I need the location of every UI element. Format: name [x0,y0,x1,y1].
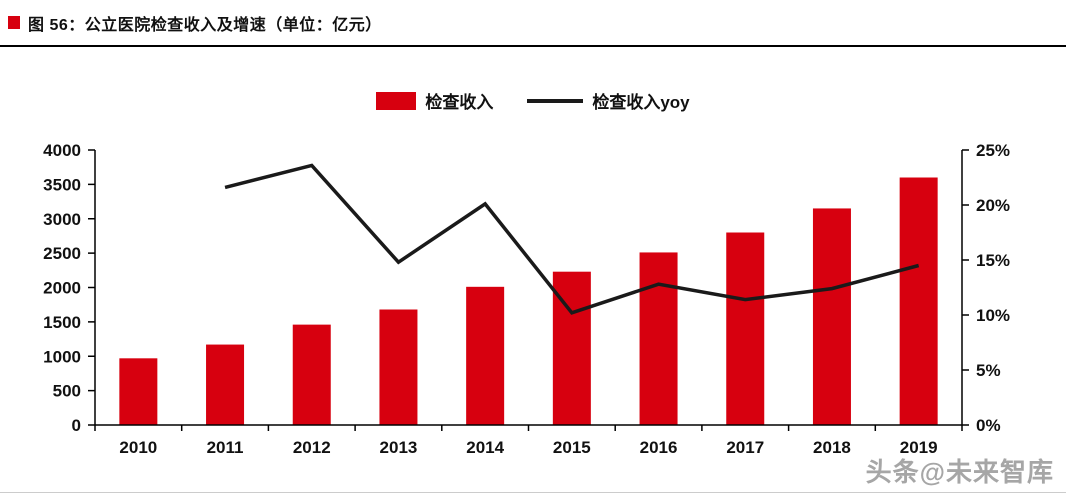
bar-2014 [466,286,505,425]
x-axis-category-label: 2019 [900,438,938,457]
x-axis-category-label: 2017 [726,438,764,457]
left-axis-tick-label: 2500 [43,244,81,263]
right-axis-tick-label: 15% [976,251,1010,270]
legend-item-line-series: 检查收入yoy [527,88,690,113]
watermark-text: 头条@未来智库 [865,457,1054,487]
line-series-label: 检查收入yoy [592,93,690,112]
bar-2018 [812,208,851,425]
figure-header: 图 56：公立医院检查收入及增速（单位：亿元） [0,0,1066,47]
right-axis-tick-label: 5% [976,361,1001,380]
x-axis-category-label: 2014 [466,438,504,457]
bar-2011 [206,344,245,425]
x-axis-category-label: 2012 [293,438,331,457]
right-axis-tick-label: 10% [976,306,1010,325]
right-axis-tick-label: 20% [976,196,1010,215]
bar-2019 [899,177,938,425]
bar-2017 [726,232,765,425]
left-axis-tick-label: 1000 [43,347,81,366]
x-axis-category-label: 2016 [640,438,678,457]
chart-legend: 检查收入 检查收入yoy [0,88,1066,113]
x-axis-category-label: 2015 [553,438,591,457]
x-axis-category-label: 2010 [119,438,157,457]
line-series-swatch [527,98,584,103]
left-axis-tick-label: 1500 [43,313,81,332]
right-axis-tick-label: 0% [976,416,1001,435]
x-axis-category-label: 2011 [207,438,244,457]
bar-2013 [379,309,418,425]
yoy-line [224,163,920,315]
title-bullet-marker [8,16,20,29]
right-axis-tick-label: 25% [976,141,1010,160]
bar-2016 [639,252,678,425]
figure-title: 图 56：公立医院检查收入及增速（单位：亿元） [28,16,382,34]
x-axis-category-label: 2018 [813,438,851,457]
left-axis-tick-label: 2000 [43,279,81,298]
left-axis-tick-label: 4000 [43,141,81,160]
bar-series-swatch [376,91,417,110]
bar-series-label: 检查收入 [425,93,494,112]
legend-item-bar-series: 检查收入 [376,88,493,113]
left-axis-tick-label: 500 [53,382,81,401]
left-axis-tick-label: 0 [72,416,81,435]
x-axis-category-label: 2013 [380,438,418,457]
left-axis-tick-label: 3500 [43,175,81,194]
left-axis-tick-label: 3000 [43,210,81,229]
bar-2010 [119,358,158,425]
bottom-divider [0,492,1066,493]
bar-2012 [292,324,331,425]
